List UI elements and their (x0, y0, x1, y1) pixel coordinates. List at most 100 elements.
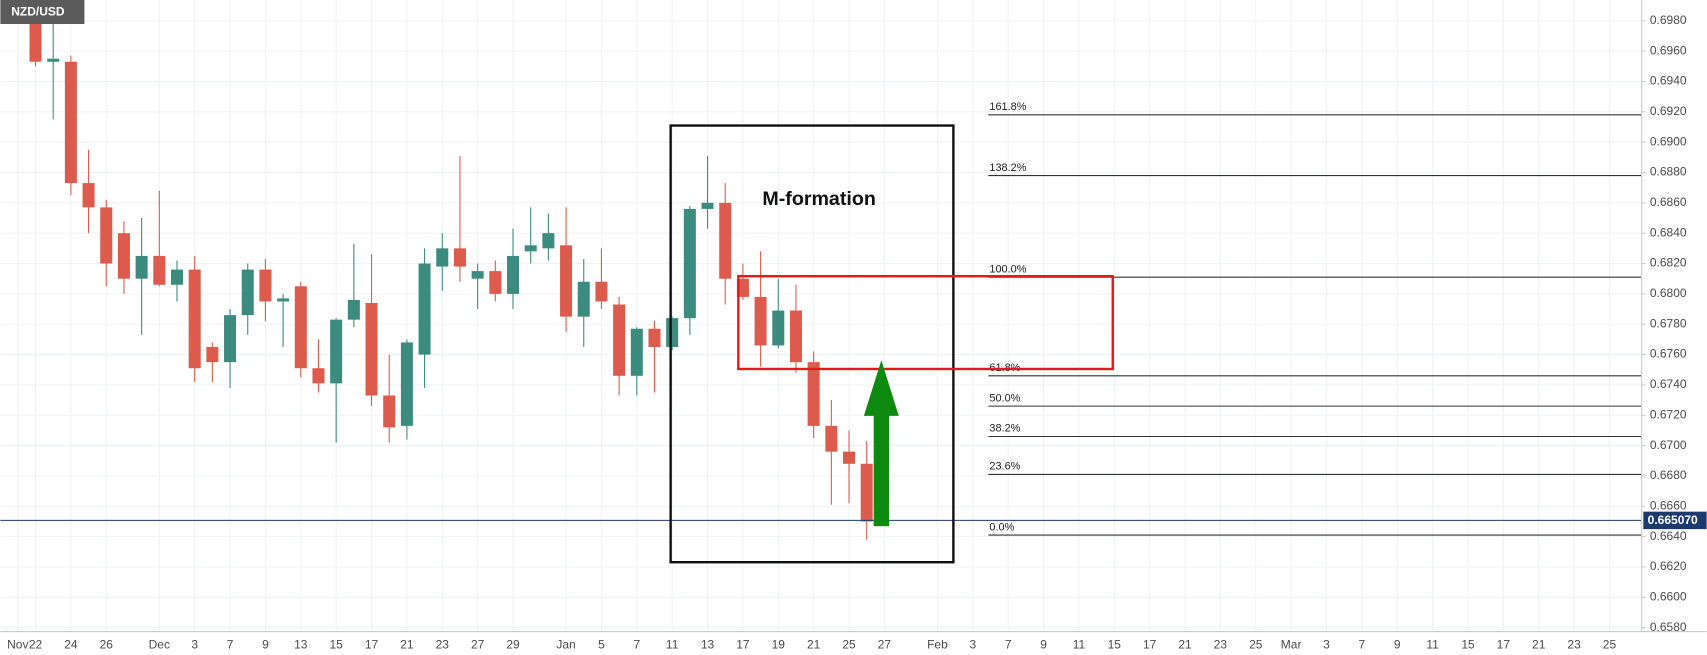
x-tick-label: 22 (29, 637, 43, 651)
y-tick-label: 0.6780 (1650, 316, 1687, 330)
candle-body (170, 269, 183, 285)
up-arrow (863, 360, 899, 527)
candle-body (683, 208, 696, 319)
x-tick-label: 13 (701, 637, 715, 651)
candle-body (400, 342, 413, 426)
x-tick-label: 11 (1426, 637, 1439, 651)
candle-body (436, 248, 449, 267)
marks: 161.8%138.2%100.0%61.8%50.0%38.2%23.6%0.… (0, 5, 1642, 540)
x-tick-label: Mar (1281, 637, 1302, 651)
y-tick-label: 0.6840 (1650, 225, 1687, 239)
candle-body (330, 319, 343, 384)
y-tick-label: 0.6800 (1650, 286, 1687, 300)
candle-body (471, 271, 484, 279)
y-tick-label: 0.6700 (1650, 438, 1687, 452)
candle-body (666, 318, 679, 347)
y-tick-label: 0.6980 (1650, 13, 1687, 27)
y-tick-label: 0.6760 (1650, 347, 1687, 361)
candle-body (719, 202, 732, 279)
symbol: NZD/USD (11, 5, 65, 19)
y-tick-label: 0.6940 (1650, 74, 1687, 88)
x-tick-label: 23 (1214, 637, 1228, 651)
last-price-box (1643, 511, 1707, 530)
x-tick-label: Dec (149, 637, 170, 651)
y-tick-label: 0.6860 (1650, 195, 1687, 209)
candle-body (736, 278, 749, 297)
candle-body (29, 13, 42, 62)
fib-label: 38.2% (989, 423, 1020, 435)
candle-body (117, 233, 130, 279)
x-tick-label: 27 (471, 637, 485, 651)
x-tick-label: 11 (1073, 637, 1086, 651)
candle-body (613, 304, 626, 376)
x-tick-label: Feb (927, 637, 948, 651)
y-tick-label: 0.6960 (1650, 43, 1687, 57)
candle-body (418, 263, 431, 355)
x-tick-label: 17 (1143, 637, 1157, 651)
candle-body (259, 269, 272, 302)
candle-body (701, 202, 714, 209)
candle-body (843, 451, 856, 464)
candle-body (807, 362, 820, 426)
x-tick-label: 7 (1005, 637, 1012, 651)
x-tick-label: 17 (1497, 637, 1511, 651)
x-tick-label: 19 (772, 637, 786, 651)
x-tick-label: 15 (1108, 637, 1122, 651)
y-tick-label: 0.6720 (1650, 407, 1687, 421)
candle-body (754, 296, 767, 346)
arrow-shaft (873, 412, 889, 527)
candle-body (153, 255, 166, 285)
candle-body (507, 255, 520, 294)
candle-body (312, 368, 325, 384)
candle-body (825, 425, 838, 452)
x-tick-label: 27 (878, 637, 892, 651)
x-tick-label: 11 (666, 637, 679, 651)
annotation: M-formation (762, 188, 875, 210)
candle-body (188, 269, 201, 369)
x-tick-label: 9 (1394, 637, 1401, 651)
y-tick-label: 0.6920 (1650, 104, 1687, 118)
x-tick-label: 7 (633, 637, 640, 651)
fib-label: 23.6% (989, 461, 1020, 473)
candle-body (294, 286, 307, 369)
x-tick-label: 13 (294, 637, 308, 651)
candle-body (64, 61, 77, 184)
y-tick-label: 0.6640 (1650, 529, 1687, 543)
x-tick-label: 25 (842, 637, 856, 651)
x-tick-label: 7 (227, 637, 234, 651)
candle-body (383, 395, 396, 428)
fib-label: 138.2% (989, 162, 1026, 174)
y-tick-label: 0.6900 (1650, 134, 1687, 148)
candle-body (524, 245, 537, 252)
candle-body (365, 302, 378, 396)
last-price-label: 0.665070 (1648, 513, 1698, 527)
candle-body (135, 255, 148, 279)
candle-body (241, 269, 254, 316)
x-tick-label: 23 (1567, 637, 1581, 651)
candle-body (347, 299, 360, 320)
m-formation-box (669, 124, 955, 564)
candle-body (489, 271, 502, 294)
x-tick-label: 17 (365, 637, 379, 651)
x-tick-label: 21 (807, 637, 821, 651)
y-tick-label: 0.6660 (1650, 498, 1687, 512)
x-tick-label: 21 (400, 637, 414, 651)
fib-label: 100.0% (989, 263, 1026, 275)
y-tick-label: 0.6820 (1650, 256, 1687, 270)
candle-body (82, 183, 95, 208)
x-tick-label: Nov (7, 637, 28, 651)
x-tick-label: 9 (1040, 637, 1047, 651)
y-tick-label: 0.6600 (1650, 589, 1687, 603)
x-tick-label: 25 (1603, 637, 1617, 651)
grid (0, 0, 1642, 631)
arrow-head (863, 360, 899, 416)
x-tick-label: 23 (436, 637, 450, 651)
x-tick-label: 25 (1249, 637, 1263, 651)
y-tick-label: 0.6680 (1650, 468, 1687, 482)
x-tick-label: 15 (329, 637, 343, 651)
x-tick-label: 21 (1178, 637, 1192, 651)
x-tick-label: 3 (1323, 637, 1330, 651)
